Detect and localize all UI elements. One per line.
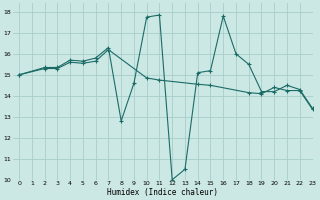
X-axis label: Humidex (Indice chaleur): Humidex (Indice chaleur) (107, 188, 218, 197)
